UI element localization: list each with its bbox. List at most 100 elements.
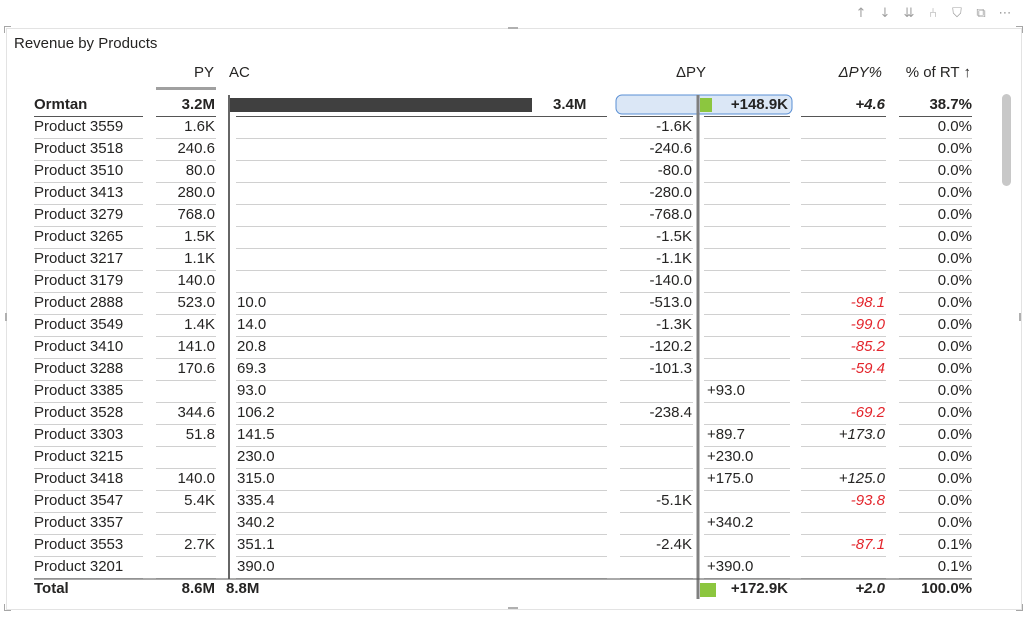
ac-value-label: 14.0: [237, 316, 267, 333]
row-category-label: Product 3179: [34, 272, 124, 289]
py-value-label: 5.4K: [184, 492, 215, 509]
row-category-label: Product 3357: [34, 514, 124, 531]
row-category-label: Product 3549: [34, 316, 124, 333]
percent-of-rt-label: 0.0%: [937, 514, 972, 531]
delta-py-value-label: -101.3: [649, 360, 692, 377]
py-value-label: 1.5K: [184, 228, 215, 245]
py-value-label: 240.6: [177, 140, 215, 157]
visual-corner: [4, 26, 11, 33]
py-value-label: 170.6: [177, 360, 215, 377]
row-category-label: Product 3413: [34, 184, 124, 201]
percent-of-rt-label: 100.0%: [921, 580, 972, 597]
row-category-label: Product 3510: [34, 162, 124, 179]
ac-value-label: 20.8: [237, 338, 267, 355]
delta-py-value-label: -1.6K: [656, 118, 692, 135]
resize-handle-top[interactable]: [508, 27, 518, 29]
row-category-label: Product 3385: [34, 382, 124, 399]
ac-value-label: 8.8M: [226, 580, 260, 597]
arrow-down-icon[interactable]: ↓: [879, 6, 891, 21]
py-value-label: 140.0: [177, 272, 215, 289]
visual-corner: [4, 604, 11, 611]
column-header-delta-py-percent[interactable]: ΔPY%: [838, 64, 882, 81]
delta-py-positive-bar: [700, 98, 712, 112]
percent-of-rt-label: 0.0%: [937, 140, 972, 157]
visual-corner: [1016, 604, 1023, 611]
delta-py-value-label: -2.4K: [656, 536, 692, 553]
visual-header-toolbar: ↑ ↓ ⇊ ⑃ ⛉ ⧉ ⋯: [852, 6, 1014, 26]
more-options-icon[interactable]: ⋯: [998, 6, 1012, 21]
delta-py-percent-label: +2.0: [855, 580, 885, 597]
column-header-py[interactable]: PY: [193, 64, 214, 81]
percent-of-rt-label: 0.0%: [937, 338, 972, 355]
filter-icon[interactable]: ⛉: [952, 6, 962, 21]
resize-handle-bottom[interactable]: [508, 607, 518, 609]
percent-of-rt-label: 0.0%: [937, 492, 972, 509]
focus-mode-icon[interactable]: ⧉: [976, 6, 986, 21]
row-category-label: Product 3553: [34, 536, 124, 553]
percent-of-rt-label: 0.0%: [937, 360, 972, 377]
py-value-label: 141.0: [177, 338, 215, 355]
double-arrow-down-icon[interactable]: ⇊: [903, 6, 915, 21]
resize-handle-right[interactable]: [1019, 313, 1021, 321]
row-category-label: Product 3288: [34, 360, 124, 377]
percent-of-rt-label: 0.0%: [937, 162, 972, 179]
delta-py-value-label: +230.0: [707, 448, 754, 465]
ac-value-label: 315.0: [237, 470, 275, 487]
py-value-label: 8.6M: [181, 580, 215, 597]
column-header-delta-py[interactable]: ΔPY: [676, 64, 707, 81]
delta-py-value-label: +390.0: [707, 558, 754, 575]
row-category-label: Product 3559: [34, 118, 124, 135]
percent-of-rt-label: 0.0%: [937, 404, 972, 421]
row-category-label: Product 3265: [34, 228, 124, 245]
percent-of-rt-label: 0.0%: [937, 382, 972, 399]
row-category-label: Product 2888: [34, 294, 124, 311]
ac-value-label: 93.0: [237, 382, 267, 399]
delta-py-value-label: -1.1K: [656, 250, 692, 267]
delta-py-value-label: -80.0: [657, 162, 692, 179]
expand-hierarchy-icon[interactable]: ⑃: [929, 6, 937, 21]
delta-py-percent-label: -87.1: [850, 536, 885, 553]
delta-py-value-label: -1.3K: [656, 316, 692, 333]
visual-corner: [1016, 26, 1023, 33]
vertical-scrollbar[interactable]: [1002, 94, 1011, 186]
delta-py-value-label: +175.0: [707, 470, 754, 487]
percent-of-rt-label: 0.0%: [937, 206, 972, 223]
py-value-label: 80.0: [185, 162, 215, 179]
visual-title: Revenue by Products: [14, 35, 158, 52]
row-category-label: Product 3418: [34, 470, 124, 487]
ac-value-label: 351.1: [237, 536, 275, 553]
percent-of-rt-label: 0.0%: [937, 448, 972, 465]
py-value-label: 523.0: [177, 294, 215, 311]
percent-of-rt-label: 0.1%: [937, 558, 972, 575]
py-header-underline: [156, 87, 216, 90]
delta-py-percent-label: -98.1: [850, 294, 885, 311]
column-header-percent-of-rt[interactable]: % of RT ↑: [905, 64, 971, 81]
py-value-label: 1.1K: [184, 250, 215, 267]
resize-handle-left[interactable]: [5, 313, 7, 321]
row-category-label: Product 3215: [34, 448, 124, 465]
arrow-up-icon[interactable]: ↑: [855, 6, 867, 21]
delta-py-value-label: -1.5K: [656, 228, 692, 245]
delta-py-value-label: +89.7: [707, 426, 745, 443]
delta-py-percent-label: -85.2: [850, 338, 885, 355]
column-header-ac[interactable]: AC: [229, 64, 250, 81]
ac-value-label: 3.4M: [553, 96, 587, 113]
percent-of-rt-label: 0.0%: [937, 250, 972, 267]
percent-of-rt-label: 0.0%: [937, 272, 972, 289]
row-category-label: Product 3547: [34, 492, 124, 509]
delta-py-value-label: +172.9K: [730, 580, 788, 597]
delta-py-percent-label: +125.0: [838, 470, 885, 487]
delta-py-value-label: -280.0: [649, 184, 692, 201]
delta-py-percent-label: -93.8: [850, 492, 885, 509]
py-value-label: 51.8: [185, 426, 215, 443]
percent-of-rt-label: 0.0%: [937, 228, 972, 245]
py-value-label: 1.4K: [184, 316, 215, 333]
delta-py-value-label: -120.2: [649, 338, 692, 355]
delta-py-value-label: +340.2: [707, 514, 754, 531]
delta-py-percent-label: -99.0: [850, 316, 885, 333]
percent-of-rt-label: 38.7%: [929, 96, 972, 113]
row-category-label: Total: [34, 580, 69, 597]
delta-py-value-label: -240.6: [649, 140, 692, 157]
delta-py-value-label: -768.0: [649, 206, 692, 223]
